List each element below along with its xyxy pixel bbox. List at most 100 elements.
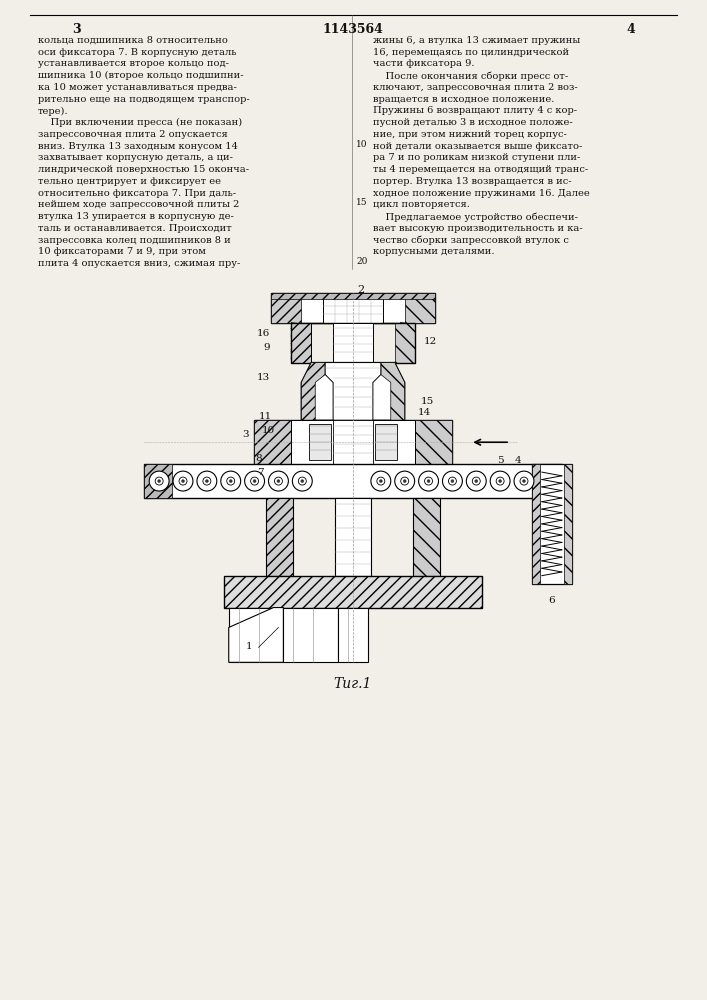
Circle shape <box>514 471 534 491</box>
Text: вниз. Втулка 13 заходным конусом 14: вниз. Втулка 13 заходным конусом 14 <box>38 142 238 151</box>
Text: 5: 5 <box>497 456 503 465</box>
Circle shape <box>229 480 232 483</box>
Circle shape <box>277 480 280 483</box>
Bar <box>254 420 452 464</box>
Polygon shape <box>301 363 325 420</box>
Text: 3: 3 <box>243 430 249 439</box>
Text: 1: 1 <box>245 642 252 651</box>
Circle shape <box>203 477 211 485</box>
Text: втулка 13 упирается в корпусную де-: втулка 13 упирается в корпусную де- <box>38 212 234 221</box>
Text: портер. Втулка 13 возвращается в ис-: портер. Втулка 13 возвращается в ис- <box>373 177 571 186</box>
Text: При включении пресса (не показан): При включении пресса (не показан) <box>38 118 242 127</box>
Bar <box>144 464 562 498</box>
Text: 4: 4 <box>515 456 521 465</box>
Circle shape <box>179 477 187 485</box>
Bar <box>254 420 291 464</box>
Text: тельно центрирует и фиксирует ее: тельно центрирует и фиксирует ее <box>38 177 221 186</box>
Text: части фиксатора 9.: части фиксатора 9. <box>373 59 474 68</box>
Text: 8: 8 <box>255 454 262 463</box>
Circle shape <box>419 471 438 491</box>
Bar <box>224 576 482 608</box>
Bar <box>404 293 435 323</box>
Polygon shape <box>301 363 404 420</box>
Text: Пружины 6 возвращают плиту 4 с кор-: Пружины 6 возвращают плиту 4 с кор- <box>373 106 577 115</box>
Circle shape <box>300 480 304 483</box>
Bar <box>534 464 562 498</box>
Text: 15: 15 <box>356 198 368 207</box>
Bar <box>413 498 440 576</box>
Bar <box>333 323 373 363</box>
Text: 14: 14 <box>418 408 431 417</box>
Bar <box>338 608 368 662</box>
Bar <box>532 464 540 584</box>
Text: ние, при этом нижний торец корпус-: ние, при этом нижний торец корпус- <box>373 130 567 139</box>
Circle shape <box>205 480 209 483</box>
Circle shape <box>274 477 282 485</box>
Circle shape <box>401 477 409 485</box>
Circle shape <box>496 477 504 485</box>
Text: ходное положение пружинами 16. Далее: ходное положение пружинами 16. Далее <box>373 189 590 198</box>
Bar <box>395 323 414 363</box>
Text: 4: 4 <box>626 23 635 36</box>
Text: кольца подшипника 8 относительно: кольца подшипника 8 относительно <box>38 36 228 45</box>
Text: ра 7 и по роликам низкой ступени пли-: ра 7 и по роликам низкой ступени пли- <box>373 153 580 162</box>
Circle shape <box>371 471 391 491</box>
Circle shape <box>158 480 160 483</box>
Text: ты 4 перемещается на отводящий транс-: ты 4 перемещается на отводящий транс- <box>373 165 588 174</box>
Circle shape <box>443 471 462 491</box>
Bar <box>266 498 293 576</box>
Text: шипника 10 (второе кольцо подшипни-: шипника 10 (второе кольцо подшипни- <box>38 71 243 80</box>
Text: 7: 7 <box>257 468 264 477</box>
Text: 2: 2 <box>358 285 365 295</box>
Bar <box>291 323 414 363</box>
Circle shape <box>427 480 430 483</box>
Circle shape <box>197 471 217 491</box>
Text: ка 10 может устанавливаться предва-: ка 10 может устанавливаться предва- <box>38 83 237 92</box>
Circle shape <box>149 471 169 491</box>
Text: 12: 12 <box>424 337 437 346</box>
Text: 16: 16 <box>257 329 270 338</box>
Bar <box>229 608 284 662</box>
Circle shape <box>377 477 385 485</box>
Circle shape <box>155 477 163 485</box>
Text: 16, перемещаясь по цилиндрической: 16, перемещаясь по цилиндрической <box>373 48 569 57</box>
Text: рительно еще на подводящем транспор-: рительно еще на подводящем транспор- <box>38 95 250 104</box>
Circle shape <box>250 477 259 485</box>
Circle shape <box>522 480 525 483</box>
Text: 11: 11 <box>259 412 272 421</box>
Circle shape <box>451 480 454 483</box>
Text: нейшем ходе запрессовочной плиты 2: нейшем ходе запрессовочной плиты 2 <box>38 200 239 209</box>
Circle shape <box>298 477 306 485</box>
Text: 3: 3 <box>72 23 81 36</box>
Text: 10: 10 <box>262 426 275 435</box>
Text: устанавливается второе кольцо под-: устанавливается второе кольцо под- <box>38 59 229 68</box>
Text: цикл повторяется.: цикл повторяется. <box>373 200 469 209</box>
Circle shape <box>520 477 528 485</box>
Text: таль и останавливается. Происходит: таль и останавливается. Происходит <box>38 224 232 233</box>
Text: 9: 9 <box>263 343 270 352</box>
Bar <box>323 293 382 323</box>
Bar <box>271 293 435 323</box>
Text: чество сборки запрессовкой втулок с: чество сборки запрессовкой втулок с <box>373 236 568 245</box>
Circle shape <box>221 471 240 491</box>
Polygon shape <box>381 363 404 420</box>
Circle shape <box>403 480 407 483</box>
Text: корпусными деталями.: корпусными деталями. <box>373 247 494 256</box>
Circle shape <box>245 471 264 491</box>
Circle shape <box>182 480 185 483</box>
Bar <box>271 293 301 323</box>
Circle shape <box>425 477 433 485</box>
Text: 15: 15 <box>421 397 434 406</box>
Text: 6: 6 <box>549 596 555 605</box>
Circle shape <box>395 471 414 491</box>
Circle shape <box>227 477 235 485</box>
Text: После окончания сборки пресс от-: После окончания сборки пресс от- <box>373 71 568 81</box>
Text: плита 4 опускается вниз, сжимая пру-: плита 4 опускается вниз, сжимая пру- <box>38 259 240 268</box>
Circle shape <box>472 477 480 485</box>
Circle shape <box>380 480 382 483</box>
Text: захватывает корпусную деталь, а ци-: захватывает корпусную деталь, а ци- <box>38 153 233 162</box>
Bar <box>335 498 371 601</box>
Text: оси фиксатора 7. В корпусную деталь: оси фиксатора 7. В корпусную деталь <box>38 48 236 57</box>
Bar <box>414 420 452 464</box>
Bar <box>532 464 572 584</box>
